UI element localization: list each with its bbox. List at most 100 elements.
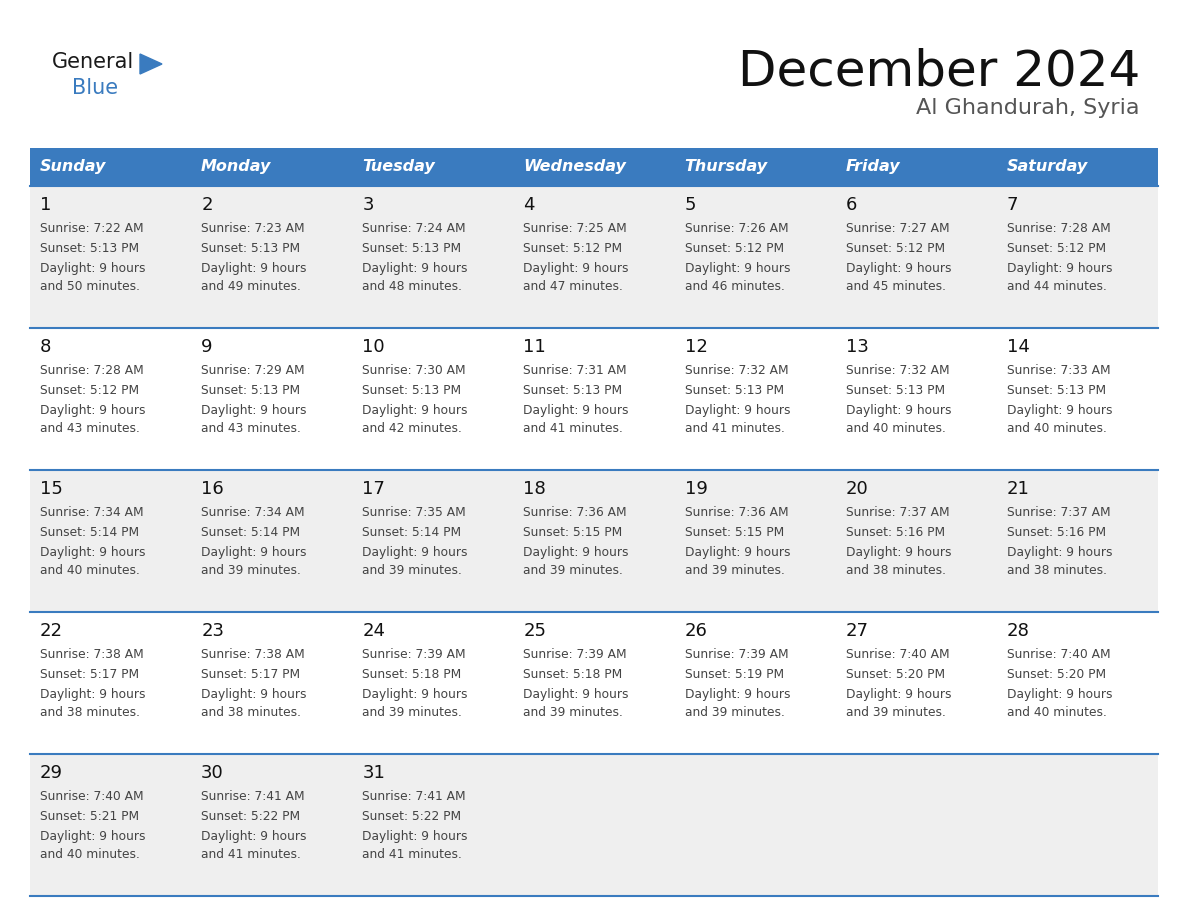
Text: 9: 9 (201, 338, 213, 356)
Text: 11: 11 (524, 338, 546, 356)
Text: and 40 minutes.: and 40 minutes. (40, 848, 140, 861)
Text: Sunday: Sunday (40, 160, 107, 174)
Text: and 47 minutes.: and 47 minutes. (524, 280, 624, 293)
Text: 31: 31 (362, 764, 385, 782)
Text: and 39 minutes.: and 39 minutes. (524, 564, 624, 577)
Text: Sunset: 5:13 PM: Sunset: 5:13 PM (684, 384, 784, 397)
Text: and 49 minutes.: and 49 minutes. (201, 280, 301, 293)
Text: Sunset: 5:12 PM: Sunset: 5:12 PM (846, 242, 944, 255)
Text: and 48 minutes.: and 48 minutes. (362, 280, 462, 293)
Text: and 39 minutes.: and 39 minutes. (684, 706, 784, 719)
Text: Daylight: 9 hours: Daylight: 9 hours (846, 546, 952, 559)
Text: Sunset: 5:13 PM: Sunset: 5:13 PM (201, 384, 301, 397)
Text: Sunset: 5:19 PM: Sunset: 5:19 PM (684, 668, 784, 681)
Text: Daylight: 9 hours: Daylight: 9 hours (846, 262, 952, 275)
Text: 8: 8 (40, 338, 51, 356)
Text: Sunset: 5:18 PM: Sunset: 5:18 PM (362, 668, 461, 681)
Text: December 2024: December 2024 (738, 48, 1140, 96)
Text: and 50 minutes.: and 50 minutes. (40, 280, 140, 293)
Text: Sunrise: 7:37 AM: Sunrise: 7:37 AM (846, 506, 949, 519)
Text: Sunset: 5:22 PM: Sunset: 5:22 PM (201, 810, 301, 823)
Text: Saturday: Saturday (1007, 160, 1088, 174)
Text: Daylight: 9 hours: Daylight: 9 hours (1007, 546, 1112, 559)
Text: and 46 minutes.: and 46 minutes. (684, 280, 784, 293)
Text: and 39 minutes.: and 39 minutes. (684, 564, 784, 577)
Text: Daylight: 9 hours: Daylight: 9 hours (40, 688, 145, 701)
Text: and 44 minutes.: and 44 minutes. (1007, 280, 1107, 293)
Text: 10: 10 (362, 338, 385, 356)
Text: Sunrise: 7:32 AM: Sunrise: 7:32 AM (846, 364, 949, 377)
Text: Sunset: 5:12 PM: Sunset: 5:12 PM (40, 384, 139, 397)
Text: Daylight: 9 hours: Daylight: 9 hours (201, 688, 307, 701)
Text: Thursday: Thursday (684, 160, 767, 174)
Text: and 40 minutes.: and 40 minutes. (846, 422, 946, 435)
Text: Sunrise: 7:27 AM: Sunrise: 7:27 AM (846, 222, 949, 235)
Text: and 38 minutes.: and 38 minutes. (846, 564, 946, 577)
Text: Sunrise: 7:40 AM: Sunrise: 7:40 AM (846, 648, 949, 661)
Text: Sunset: 5:13 PM: Sunset: 5:13 PM (362, 384, 461, 397)
Text: Sunset: 5:17 PM: Sunset: 5:17 PM (201, 668, 301, 681)
Text: and 40 minutes.: and 40 minutes. (40, 564, 140, 577)
Text: Sunrise: 7:39 AM: Sunrise: 7:39 AM (524, 648, 627, 661)
Text: Sunset: 5:13 PM: Sunset: 5:13 PM (524, 384, 623, 397)
Text: Daylight: 9 hours: Daylight: 9 hours (40, 262, 145, 275)
Text: and 43 minutes.: and 43 minutes. (201, 422, 301, 435)
Text: and 39 minutes.: and 39 minutes. (362, 706, 462, 719)
Text: Daylight: 9 hours: Daylight: 9 hours (201, 546, 307, 559)
Text: Sunrise: 7:40 AM: Sunrise: 7:40 AM (1007, 648, 1111, 661)
Text: and 43 minutes.: and 43 minutes. (40, 422, 140, 435)
Text: 24: 24 (362, 622, 385, 640)
Bar (30, 470, 1158, 612)
Text: Daylight: 9 hours: Daylight: 9 hours (524, 688, 628, 701)
Text: Wednesday: Wednesday (524, 160, 626, 174)
Bar (30, 186, 1158, 328)
Text: 16: 16 (201, 480, 223, 498)
Text: 6: 6 (846, 196, 857, 214)
Text: Sunrise: 7:23 AM: Sunrise: 7:23 AM (201, 222, 305, 235)
Text: Sunset: 5:12 PM: Sunset: 5:12 PM (524, 242, 623, 255)
Text: Al Ghandurah, Syria: Al Ghandurah, Syria (916, 98, 1140, 118)
Text: Sunrise: 7:25 AM: Sunrise: 7:25 AM (524, 222, 627, 235)
Text: 23: 23 (201, 622, 225, 640)
Text: Sunrise: 7:30 AM: Sunrise: 7:30 AM (362, 364, 466, 377)
Text: Daylight: 9 hours: Daylight: 9 hours (684, 546, 790, 559)
Text: 4: 4 (524, 196, 535, 214)
Text: Daylight: 9 hours: Daylight: 9 hours (40, 830, 145, 843)
Text: Sunset: 5:12 PM: Sunset: 5:12 PM (684, 242, 784, 255)
Text: Tuesday: Tuesday (362, 160, 435, 174)
Text: Sunrise: 7:28 AM: Sunrise: 7:28 AM (40, 364, 144, 377)
Text: 20: 20 (846, 480, 868, 498)
Text: General: General (52, 52, 134, 72)
Text: Daylight: 9 hours: Daylight: 9 hours (362, 546, 468, 559)
Text: Sunset: 5:13 PM: Sunset: 5:13 PM (1007, 384, 1106, 397)
Text: 13: 13 (846, 338, 868, 356)
Text: 28: 28 (1007, 622, 1030, 640)
Text: 21: 21 (1007, 480, 1030, 498)
Text: and 38 minutes.: and 38 minutes. (40, 706, 140, 719)
Text: Sunset: 5:15 PM: Sunset: 5:15 PM (524, 526, 623, 539)
Text: and 39 minutes.: and 39 minutes. (524, 706, 624, 719)
Text: Sunset: 5:13 PM: Sunset: 5:13 PM (362, 242, 461, 255)
Text: 26: 26 (684, 622, 707, 640)
Text: 17: 17 (362, 480, 385, 498)
Text: Sunrise: 7:32 AM: Sunrise: 7:32 AM (684, 364, 788, 377)
Text: 15: 15 (40, 480, 63, 498)
Text: Daylight: 9 hours: Daylight: 9 hours (362, 404, 468, 417)
Text: Sunset: 5:15 PM: Sunset: 5:15 PM (684, 526, 784, 539)
Text: and 41 minutes.: and 41 minutes. (362, 848, 462, 861)
Text: Daylight: 9 hours: Daylight: 9 hours (684, 688, 790, 701)
Text: 19: 19 (684, 480, 707, 498)
Text: Sunset: 5:14 PM: Sunset: 5:14 PM (40, 526, 139, 539)
Text: and 39 minutes.: and 39 minutes. (362, 564, 462, 577)
Text: Daylight: 9 hours: Daylight: 9 hours (40, 404, 145, 417)
Text: and 40 minutes.: and 40 minutes. (1007, 422, 1107, 435)
Text: Sunrise: 7:40 AM: Sunrise: 7:40 AM (40, 790, 144, 803)
Text: Daylight: 9 hours: Daylight: 9 hours (201, 262, 307, 275)
Text: Daylight: 9 hours: Daylight: 9 hours (1007, 404, 1112, 417)
Text: Sunrise: 7:41 AM: Sunrise: 7:41 AM (362, 790, 466, 803)
Text: 27: 27 (846, 622, 868, 640)
Bar (30, 328, 1158, 470)
Text: 29: 29 (40, 764, 63, 782)
Text: Sunrise: 7:33 AM: Sunrise: 7:33 AM (1007, 364, 1111, 377)
Text: Friday: Friday (846, 160, 901, 174)
